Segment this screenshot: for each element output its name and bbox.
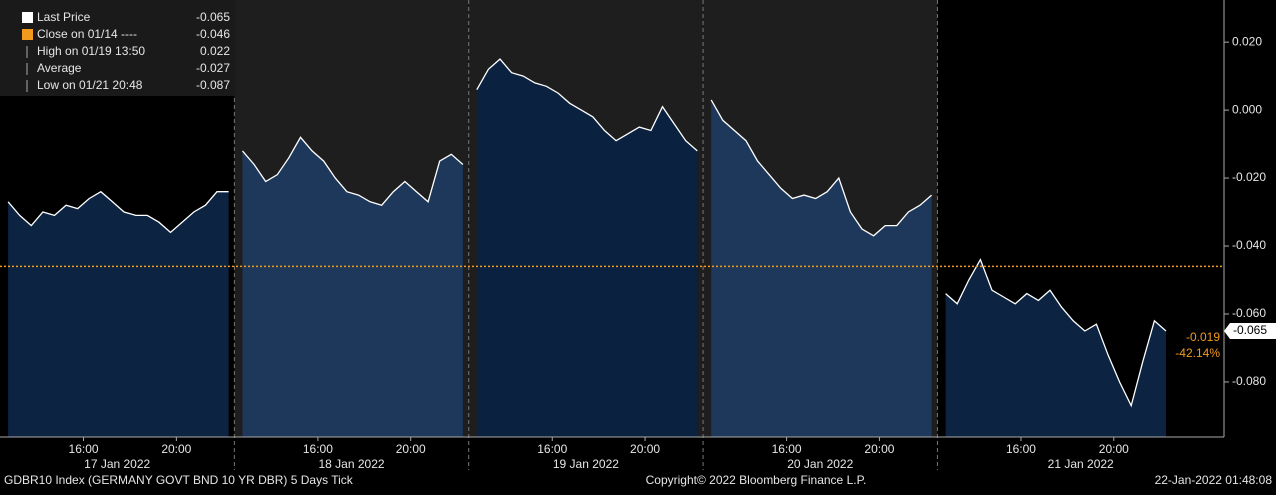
x-tick-label: 16:00 bbox=[69, 442, 99, 456]
day-label: 21 Jan 2022 bbox=[1048, 457, 1114, 471]
change: -0.019 bbox=[1186, 330, 1220, 344]
legend-label: Close on 01/14 ---- bbox=[37, 27, 137, 41]
legend-value: -0.065 bbox=[196, 10, 230, 24]
x-tick-label: 20:00 bbox=[396, 442, 426, 456]
legend-value: -0.027 bbox=[196, 61, 230, 75]
day-label: 17 Jan 2022 bbox=[84, 457, 150, 471]
y-tick-label: -0.080 bbox=[1232, 374, 1266, 388]
legend: Last Price -0.065 Close on 01/14 ---- -0.04… bbox=[0, 0, 235, 96]
price-line bbox=[476, 58, 698, 152]
last-price-tag: -0.065 bbox=[1233, 323, 1267, 337]
overlay: 0.020 0.000 -0.020 -0.040 -0.060 -0.080 -0.065… bbox=[0, 0, 1276, 438]
price-line bbox=[710, 99, 933, 237]
day-label: 20 Jan 2022 bbox=[787, 457, 853, 471]
area bbox=[945, 259, 1166, 437]
x-tick-label: 16:00 bbox=[1006, 442, 1036, 456]
footer-left: GDBR10 Index (GERMANY GOVT BND 10 YR DBR… bbox=[4, 473, 354, 487]
legend-value: 0.022 bbox=[200, 44, 230, 58]
footer-right: 22-Jan-2022 01:48:08 bbox=[1155, 473, 1273, 487]
footer-center: Copyright© 2022 Bloomberg Finance L.P. bbox=[646, 473, 867, 487]
legend-swatch bbox=[22, 12, 33, 23]
legend-value: -0.046 bbox=[196, 27, 230, 41]
area bbox=[242, 137, 463, 438]
legend-label: Low on 01/21 20:48 bbox=[37, 78, 143, 92]
x-tick-label: 20:00 bbox=[630, 442, 660, 456]
day-label: 18 Jan 2022 bbox=[319, 457, 385, 471]
y-tick-label: 0.020 bbox=[1232, 34, 1262, 48]
day-label: 19 Jan 2022 bbox=[553, 457, 619, 471]
legend-box bbox=[0, 0, 235, 96]
legend-value: -0.087 bbox=[196, 78, 230, 92]
last-price-tag-bg bbox=[1224, 322, 1276, 339]
legend-label: Average bbox=[37, 61, 82, 75]
x-tick-label: 16:00 bbox=[303, 442, 333, 456]
legend-swatch bbox=[22, 29, 33, 40]
y-tick-label: 0.000 bbox=[1232, 102, 1262, 116]
x-tick-label: 16:00 bbox=[772, 442, 802, 456]
x-tick-label: 16:00 bbox=[537, 442, 567, 456]
legend-label: Last Price bbox=[37, 10, 91, 24]
price-line bbox=[7, 190, 229, 234]
y-tick-label: -0.040 bbox=[1232, 238, 1266, 252]
change-pct: -42.14% bbox=[1175, 346, 1220, 360]
legend-label: High on 01/19 13:50 bbox=[37, 44, 145, 58]
y-tick-label: -0.060 bbox=[1232, 306, 1266, 320]
x-tick-label: 20:00 bbox=[161, 442, 191, 456]
x-tick-label: 20:00 bbox=[1099, 442, 1129, 456]
price-line bbox=[242, 136, 464, 206]
price-line bbox=[945, 258, 1167, 408]
x-tick-label: 20:00 bbox=[864, 442, 894, 456]
y-tick-label: -0.020 bbox=[1232, 170, 1266, 184]
area bbox=[711, 99, 932, 438]
area bbox=[476, 59, 698, 437]
area bbox=[8, 191, 229, 437]
